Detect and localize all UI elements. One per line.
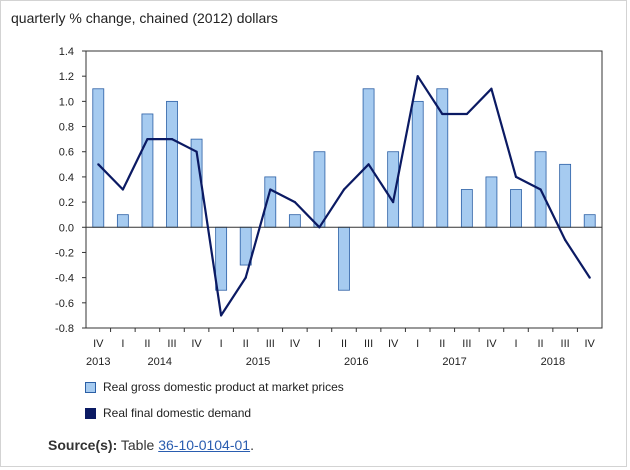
line-point-demand: [269, 188, 272, 191]
x-quarter-label: III: [462, 338, 471, 350]
x-quarter-label: II: [538, 338, 544, 350]
line-point-demand: [465, 112, 468, 116]
bar-gdp: [239, 226, 252, 266]
x-quarter-label: III: [561, 338, 570, 350]
bar-gdp: [460, 189, 473, 228]
source-suffix: .: [250, 437, 254, 453]
line-point-demand: [342, 188, 346, 191]
x-quarter-label: IV: [486, 338, 497, 350]
y-tick-label: -0.8: [55, 323, 74, 335]
x-quarter-label: II: [144, 338, 150, 350]
line-point-demand: [318, 226, 321, 229]
bar-gdp: [362, 88, 375, 228]
line-point-demand: [539, 188, 542, 191]
source-note: Source(s): Table 36-10-0104-01.: [48, 437, 254, 453]
line-point-demand: [220, 314, 223, 317]
x-quarter-label: IV: [388, 338, 399, 350]
line-point-demand: [97, 163, 100, 166]
bar-gdp: [559, 163, 572, 228]
y-axis-title: quarterly % change, chained (2012) dolla…: [11, 10, 278, 26]
bar-gdp: [313, 151, 326, 228]
line-point-demand: [564, 238, 567, 241]
line-point-demand: [195, 150, 198, 153]
x-quarter-label: IV: [191, 338, 202, 350]
x-year-label: 2018: [541, 356, 565, 368]
x-quarter-label: III: [364, 338, 373, 350]
y-tick-label: -0.2: [55, 247, 74, 259]
chart-canvas: 1.4 1.2 1.0 0.8 0.6 0.4 0.2 0.0 -0.2 -0.4 -0.6 -0.8…: [55, 46, 603, 368]
x-year-label: 2016: [344, 356, 368, 368]
y-tick-label: -0.6: [55, 298, 74, 310]
source-table-link[interactable]: 36-10-0104-01: [158, 437, 251, 453]
y-tick-label: 0.0: [59, 222, 74, 234]
x-quarter-label: I: [318, 338, 321, 350]
bar-gdp: [116, 214, 129, 228]
legend-label-gdp: Real gross domestic product at market pr…: [103, 380, 344, 394]
x-year-label: 2015: [246, 356, 270, 368]
y-tick-label: 0.2: [59, 197, 74, 209]
line-point-demand: [170, 138, 174, 141]
bar-gdp: [583, 214, 596, 228]
y-tick-label: 0.4: [59, 172, 74, 184]
legend-swatch-demand: [85, 407, 96, 419]
line-point-demand: [244, 276, 247, 279]
x-quarter-label: II: [243, 338, 249, 350]
legend-item-gdp: Real gross domestic product at market pr…: [85, 380, 344, 394]
line-point-demand: [416, 75, 419, 78]
x-quarter-label: I: [416, 338, 419, 350]
x-quarter-label: IV: [93, 338, 104, 350]
y-tick-label: 0.8: [59, 122, 74, 134]
legend-item-demand: Real final domestic demand: [85, 406, 251, 420]
line-point-demand: [392, 200, 395, 204]
source-prefix: Table: [120, 437, 155, 453]
bar-gdp: [387, 151, 400, 228]
bar-gdp: [288, 214, 301, 228]
line-point-demand: [490, 87, 493, 90]
bar-gdp: [141, 113, 154, 228]
line-point-demand: [367, 163, 370, 166]
bar-gdp: [215, 226, 228, 291]
x-quarter-label: IV: [290, 338, 301, 350]
x-year-label: 2013: [86, 356, 110, 368]
y-tick-label: -0.4: [55, 273, 74, 285]
line-point-demand: [588, 276, 591, 279]
line-point-demand: [121, 188, 124, 191]
x-quarter-label: I: [121, 338, 124, 350]
bar-gdp: [338, 226, 350, 291]
legend-label-demand: Real final domestic demand: [103, 406, 252, 420]
plot-area-border: [85, 50, 603, 329]
bar-gdp: [510, 189, 522, 228]
x-quarter-label: IV: [585, 338, 596, 350]
line-point-demand: [146, 138, 149, 141]
y-tick-label: 1.2: [59, 71, 74, 83]
x-year-label: 2014: [147, 356, 171, 368]
y-tick-label: 1.4: [59, 46, 74, 58]
bar-gdp: [411, 100, 424, 228]
line-point-demand: [514, 175, 518, 179]
source-label: Source(s):: [48, 437, 118, 453]
x-quarter-label: III: [167, 338, 176, 350]
bar-gdp: [485, 176, 498, 228]
bar-gdp: [92, 88, 105, 228]
line-point-demand: [441, 112, 444, 116]
legend-swatch-gdp: [85, 381, 96, 393]
x-quarter-label: II: [341, 338, 347, 350]
y-tick-label: 1.0: [59, 96, 74, 108]
x-quarter-label: III: [266, 338, 275, 350]
x-quarter-label: I: [220, 338, 223, 350]
bar-gdp: [166, 100, 178, 228]
x-quarter-label: II: [439, 338, 445, 350]
y-tick-label: 0.6: [59, 147, 74, 159]
line-point-demand: [293, 200, 296, 204]
x-quarter-label: I: [514, 338, 517, 350]
x-year-label: 2017: [442, 356, 466, 368]
